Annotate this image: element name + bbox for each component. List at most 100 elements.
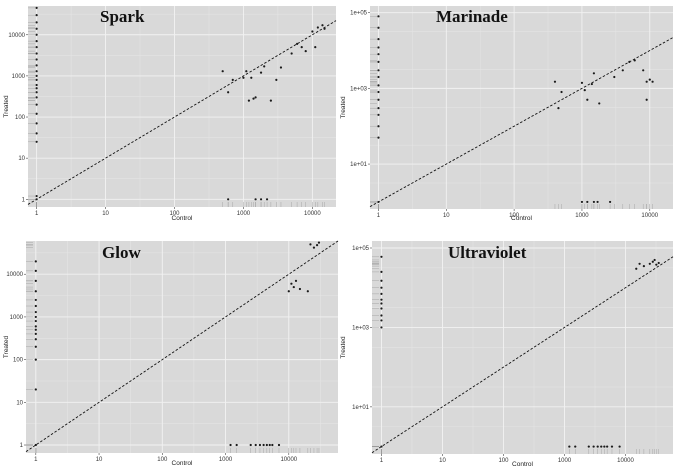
data-point	[265, 443, 268, 447]
data-point	[268, 443, 271, 447]
data-point	[312, 246, 316, 249]
x-tick-label: 10000	[641, 213, 658, 219]
x-tick-label: 1000	[237, 211, 251, 217]
plot-background	[26, 241, 338, 453]
data-point	[304, 50, 307, 53]
data-point	[377, 53, 380, 56]
data-point	[592, 445, 595, 448]
data-point	[263, 65, 266, 68]
y-tick-label: 1000	[12, 74, 26, 80]
data-point	[35, 27, 38, 30]
data-point	[35, 112, 38, 115]
data-point	[227, 198, 230, 201]
data-point	[34, 279, 37, 282]
data-point	[311, 30, 314, 33]
panel-title: Ultraviolet	[448, 243, 527, 262]
data-point	[557, 107, 560, 110]
data-point	[377, 75, 380, 79]
data-point	[580, 200, 584, 204]
data-point	[377, 38, 380, 41]
x-tick-label: 1000	[575, 213, 589, 219]
x-tick-label: 100	[157, 457, 168, 463]
data-point	[35, 83, 38, 87]
data-point	[35, 58, 38, 61]
data-point	[35, 87, 38, 90]
data-point	[34, 345, 37, 348]
data-point	[380, 314, 383, 317]
data-point	[645, 98, 648, 101]
data-point	[651, 80, 654, 83]
data-point	[377, 60, 380, 64]
data-point	[638, 262, 641, 265]
data-point	[316, 26, 319, 29]
reference-line-y-equals-x	[27, 20, 337, 205]
data-point	[380, 298, 383, 301]
data-point	[271, 443, 274, 447]
x-tick-label: 100	[169, 211, 180, 217]
data-point	[377, 125, 380, 128]
y-tick-label: 100	[15, 115, 26, 121]
data-point	[323, 27, 326, 30]
data-point	[377, 26, 380, 29]
x-tick-label: 100	[498, 458, 509, 464]
panel-3: 1 10 100 1000 10000 1 10 100 1000 10000 Glow Contro…	[3, 240, 339, 467]
data-point	[34, 315, 37, 319]
data-point	[275, 78, 278, 81]
data-point	[583, 88, 586, 92]
data-point	[657, 261, 660, 265]
data-point	[651, 260, 654, 263]
data-point	[34, 269, 37, 272]
data-point	[34, 260, 37, 263]
data-point	[377, 98, 380, 101]
data-point	[380, 326, 383, 329]
x-tick-label: 1	[377, 213, 381, 219]
data-point	[35, 40, 38, 43]
panel-2: 1 10 100 1000 10000 1e+01 1e+03 1e+05 Marinade Co…	[340, 6, 674, 222]
y-tick-label: 1e+05	[350, 11, 368, 17]
data-point	[269, 99, 272, 102]
data-point	[600, 445, 603, 448]
x-axis-label: Control	[172, 215, 194, 222]
data-point	[290, 52, 293, 55]
data-point	[35, 194, 38, 198]
data-point	[35, 122, 38, 125]
data-point	[377, 15, 380, 18]
data-point	[35, 78, 38, 81]
data-point	[586, 98, 589, 101]
data-point	[315, 244, 319, 247]
data-point	[598, 102, 601, 105]
rug-marks	[26, 242, 320, 453]
data-point	[242, 76, 245, 79]
data-point	[287, 290, 290, 293]
panel-4: 1 10 100 1000 10000 1e+01 1e+03 1e+05 Ultraviole…	[340, 241, 674, 468]
data-point	[608, 200, 612, 204]
data-point	[35, 6, 38, 9]
data-point	[553, 80, 557, 83]
rug-marks	[28, 7, 325, 207]
data-point	[380, 286, 383, 289]
data-point	[34, 388, 37, 391]
data-point	[574, 445, 577, 448]
data-point	[34, 298, 37, 302]
data-point	[596, 445, 599, 448]
data-point	[648, 262, 651, 265]
data-point	[635, 267, 638, 270]
x-tick-label: 1000	[558, 458, 572, 464]
y-tick-label: 1e+01	[350, 162, 368, 168]
data-point	[377, 69, 380, 72]
data-point	[34, 304, 37, 308]
y-tick-label: 1e+05	[352, 246, 370, 252]
data-point	[377, 46, 380, 49]
data-point	[645, 80, 648, 83]
data-point	[265, 198, 269, 201]
data-point	[35, 64, 38, 67]
y-axis-label: Treated	[340, 96, 347, 119]
y-tick-label: 1e+01	[352, 405, 370, 411]
data-point	[380, 292, 383, 295]
data-point	[34, 338, 37, 341]
data-point	[34, 332, 37, 336]
data-point	[306, 290, 309, 293]
data-point	[380, 302, 383, 305]
data-point	[314, 46, 317, 49]
data-point	[610, 445, 614, 448]
